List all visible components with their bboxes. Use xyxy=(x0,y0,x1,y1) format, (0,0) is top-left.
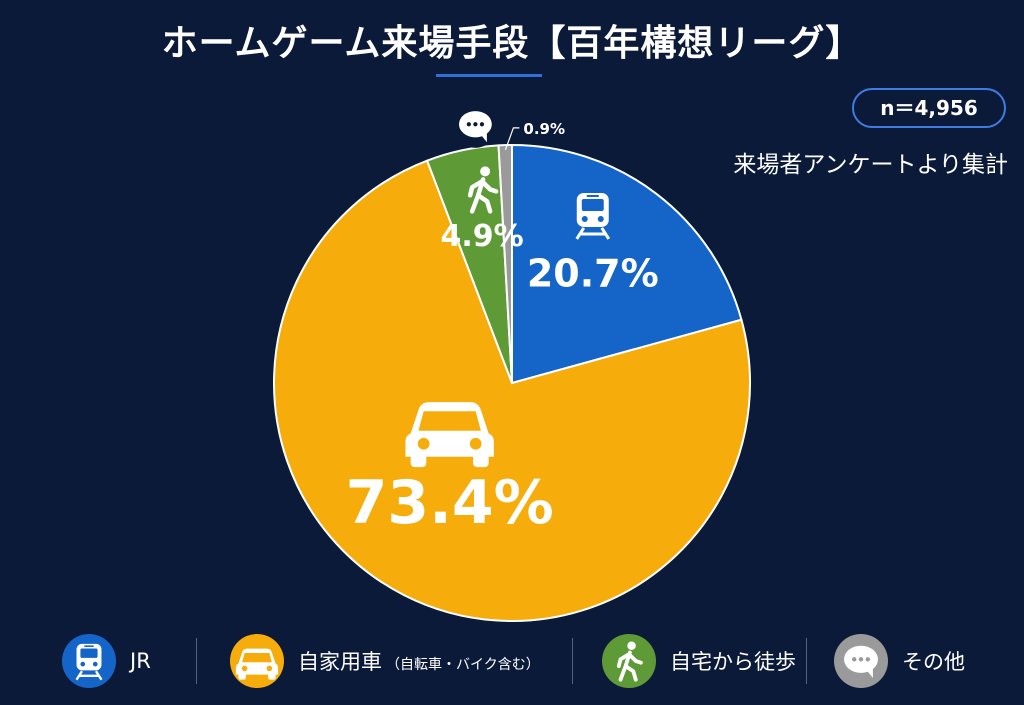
train-icon xyxy=(62,634,116,688)
speech-bubble-icon xyxy=(834,634,888,688)
title-underline xyxy=(436,74,542,77)
legend-label-car: 自家用車 （自転車・バイク含む） xyxy=(298,646,540,676)
slice-label-jr: 20.7% xyxy=(527,251,659,295)
speech-bubble-icon xyxy=(453,103,498,148)
legend-label-jr: JR xyxy=(130,649,151,673)
slice-label-walk: 4.9% xyxy=(441,219,524,254)
legend-divider xyxy=(572,638,573,684)
pie-slice-car xyxy=(273,159,751,622)
pie-slice-jr xyxy=(511,143,743,385)
slice-label-car: 73.4% xyxy=(346,468,554,538)
legend-item-walk: 自宅から徒歩 xyxy=(602,630,796,692)
pie-slice-other xyxy=(497,143,513,384)
car-icon xyxy=(230,634,284,688)
legend-item-jr: JR xyxy=(62,630,151,692)
legend-label-other: その他 xyxy=(902,650,965,674)
legend-divider xyxy=(806,638,807,684)
legend-item-other: その他 xyxy=(834,630,965,692)
legend-label-car-main: 自家用車 xyxy=(298,650,382,674)
legend-label-car-note: （自転車・バイク含む） xyxy=(386,657,540,673)
leader-line-other xyxy=(504,127,520,151)
sample-size-badge: n＝4,956 xyxy=(852,88,1006,128)
legend-divider xyxy=(196,638,197,684)
legend-item-car: 自家用車 （自転車・バイク含む） xyxy=(230,630,540,692)
legend: JR 自家用車 （自転車・バイク含む） 自宅から徒歩 その他 xyxy=(0,630,1024,700)
chart-title: ホームゲーム来場手段【百年構想リーグ】 xyxy=(161,23,863,64)
source-note: 来場者アンケートより集計 xyxy=(733,152,1008,178)
walking-person-icon xyxy=(602,634,656,688)
slice-label-other: 0.9% xyxy=(523,120,565,138)
legend-label-walk: 自宅から徒歩 xyxy=(670,650,796,674)
